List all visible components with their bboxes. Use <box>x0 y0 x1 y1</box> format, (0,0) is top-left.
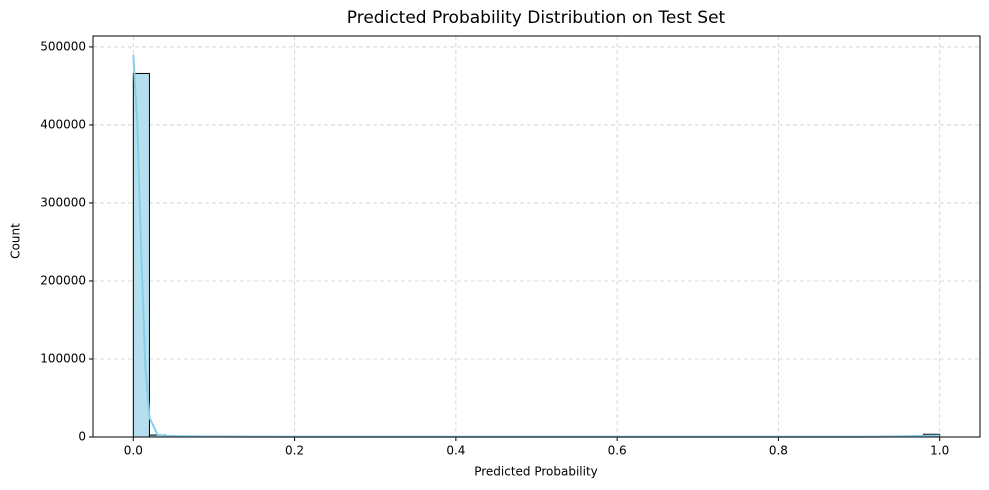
x-tick-label: 0.8 <box>769 444 788 458</box>
x-tick-label: 0.2 <box>285 444 304 458</box>
y-tick-label: 400000 <box>40 117 86 131</box>
x-tick-label: 1.0 <box>930 444 949 458</box>
y-tick-label: 0 <box>78 430 86 444</box>
x-axis-label: Predicted Probability <box>474 465 598 479</box>
x-tick-label: 0.6 <box>608 444 627 458</box>
kde-line <box>132 54 940 438</box>
y-tick-label: 100000 <box>40 351 86 365</box>
x-tick-label: 0.4 <box>446 444 465 458</box>
y-tick-label: 300000 <box>40 195 86 209</box>
chart-title: Predicted Probability Distribution on Te… <box>347 8 726 28</box>
y-tick-label: 500000 <box>40 39 86 53</box>
plot-frame <box>92 35 981 438</box>
y-axis-label: Count <box>9 223 23 259</box>
x-tick-label: 0.0 <box>124 444 143 458</box>
y-tick-label: 200000 <box>40 273 86 287</box>
